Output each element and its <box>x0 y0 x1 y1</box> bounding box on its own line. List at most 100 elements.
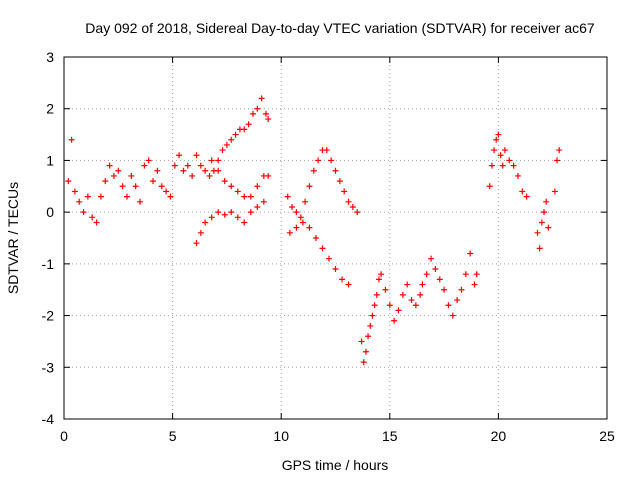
data-point <box>345 198 352 205</box>
data-point <box>341 188 348 195</box>
data-point <box>221 178 228 185</box>
data-point <box>284 193 291 200</box>
data-point <box>145 157 152 164</box>
data-point <box>332 266 339 273</box>
data-point <box>319 245 326 252</box>
data-point <box>106 162 113 169</box>
data-point <box>71 188 78 195</box>
data-point <box>360 359 367 366</box>
data-point <box>536 245 543 252</box>
data-point <box>375 276 382 283</box>
data-point <box>441 286 448 293</box>
data-point <box>473 271 480 278</box>
data-point <box>354 209 361 216</box>
data-point <box>167 193 174 200</box>
data-point <box>137 198 144 205</box>
data-point <box>358 338 365 345</box>
data-point <box>495 131 502 138</box>
data-point <box>265 116 272 123</box>
data-point <box>493 136 500 143</box>
data-point <box>247 209 254 216</box>
data-point <box>286 229 293 236</box>
data-point <box>545 224 552 231</box>
data-point <box>228 136 235 143</box>
data-point <box>215 157 222 164</box>
data-point <box>538 219 545 226</box>
data-point <box>265 172 272 179</box>
data-point <box>193 240 200 247</box>
data-points <box>65 95 563 366</box>
data-point <box>423 271 430 278</box>
data-point <box>202 167 209 174</box>
data-point <box>65 178 72 185</box>
data-point <box>110 172 117 179</box>
data-point <box>241 219 248 226</box>
data-point <box>449 312 456 319</box>
data-point <box>428 255 435 262</box>
data-point <box>486 183 493 190</box>
x-tick-labels: 0 5 10 15 20 25 <box>60 428 615 444</box>
data-point <box>325 255 332 262</box>
data-point <box>506 157 513 164</box>
data-point <box>206 172 213 179</box>
y-tick-label: 0 <box>46 204 54 220</box>
data-point <box>193 152 200 159</box>
data-point <box>234 214 241 221</box>
data-point <box>312 235 319 241</box>
data-point <box>395 307 402 314</box>
data-point <box>436 276 443 283</box>
data-point <box>417 291 424 298</box>
data-point <box>471 281 478 288</box>
axis-ticks <box>63 56 608 420</box>
data-point <box>219 147 226 154</box>
data-point <box>93 219 100 226</box>
data-point <box>367 322 374 329</box>
data-point <box>293 224 300 231</box>
data-point <box>543 198 550 205</box>
data-point <box>245 121 252 128</box>
data-point <box>102 178 109 185</box>
data-point <box>551 188 558 195</box>
data-point <box>189 172 196 179</box>
data-point <box>306 183 313 190</box>
data-point <box>249 110 256 117</box>
data-point <box>349 203 356 210</box>
data-point <box>228 209 235 216</box>
data-point <box>68 136 75 143</box>
y-tick-label: -3 <box>42 359 55 375</box>
data-point <box>499 162 506 169</box>
data-point <box>302 198 309 205</box>
data-point <box>254 183 261 190</box>
x-tick-label: 20 <box>491 428 507 444</box>
data-point <box>128 172 135 179</box>
x-tick-label: 25 <box>599 428 615 444</box>
data-point <box>293 209 300 216</box>
plot-frame <box>63 56 608 420</box>
data-point <box>150 178 157 185</box>
data-point <box>541 209 548 216</box>
data-point <box>345 281 352 288</box>
data-point <box>254 105 261 112</box>
data-point <box>115 167 122 174</box>
y-tick-labels: -4 -3 -2 -1 0 1 2 3 <box>42 49 55 427</box>
data-point <box>258 95 265 102</box>
data-point <box>458 286 465 293</box>
data-point <box>80 209 87 216</box>
y-tick-label: -4 <box>42 411 55 427</box>
data-point <box>315 157 322 164</box>
data-point <box>154 167 161 174</box>
chart-title: Day 092 of 2018, Sidereal Day-to-day VTE… <box>85 20 595 36</box>
data-point <box>123 193 130 200</box>
y-axis-label: SDTVAR / TECUs <box>5 182 21 294</box>
data-point <box>310 167 317 174</box>
data-point <box>260 198 267 205</box>
data-point <box>171 162 178 169</box>
data-point <box>221 211 228 218</box>
y-tick-label: -1 <box>42 256 55 272</box>
data-point <box>215 167 222 174</box>
data-point <box>534 229 541 236</box>
data-point <box>141 162 148 169</box>
data-point <box>184 162 191 169</box>
data-point <box>445 302 452 309</box>
